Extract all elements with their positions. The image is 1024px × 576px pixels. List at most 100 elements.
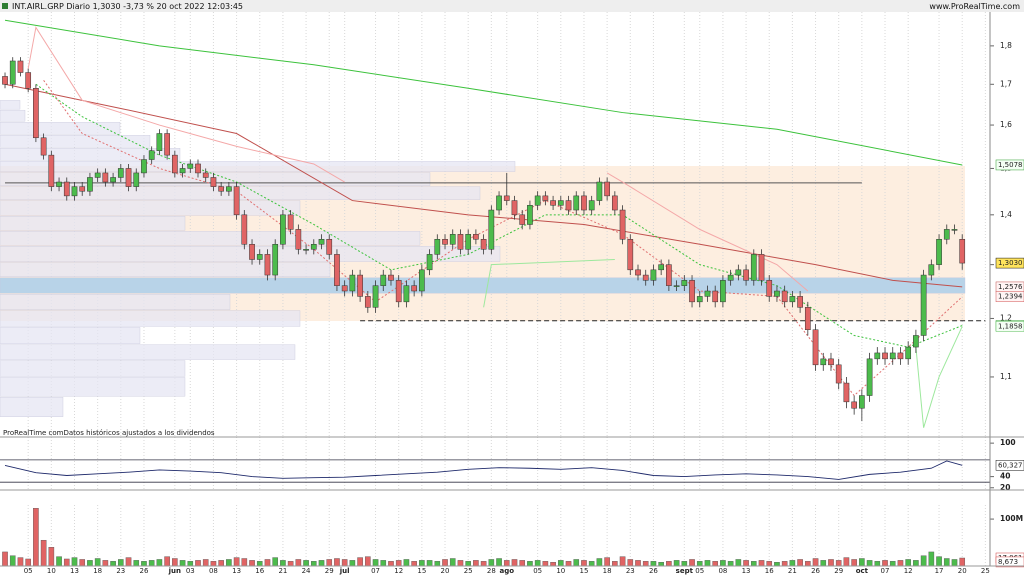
volume-bar (426, 560, 433, 567)
candle-body (542, 195, 549, 201)
volume-bar (195, 560, 201, 567)
candle-body (156, 133, 163, 151)
volume-bar (511, 559, 518, 567)
candle-body (804, 307, 811, 331)
candle-body (280, 214, 286, 245)
volume-bar (527, 561, 533, 567)
volume-bar (287, 561, 294, 567)
x-tick-label: 20 (958, 567, 967, 575)
candle-body (859, 395, 865, 409)
volume-bar (388, 561, 394, 567)
x-tick-label: 12 (904, 567, 913, 575)
volume-bar (164, 556, 170, 567)
candle-body (503, 195, 510, 201)
candle-body (843, 382, 850, 403)
candle-body (635, 269, 641, 276)
volume-profile-bar (0, 344, 296, 360)
volume-bar (920, 555, 927, 567)
candle-body (604, 181, 610, 197)
volume-bar (673, 560, 680, 567)
x-tick-label: 18 (93, 567, 102, 575)
volume-bar (604, 557, 610, 567)
x-tick-label: 10 (556, 567, 565, 575)
volume-bar (743, 560, 749, 567)
x-tick-label: 16 (255, 567, 264, 575)
price-tag-label: 60,327 (998, 461, 1023, 469)
volume-profile-bar (0, 231, 421, 246)
y-tick-label: 20 (1000, 483, 1010, 492)
candle-body (581, 195, 587, 211)
candle-body (419, 269, 425, 292)
volume-bar (689, 559, 695, 567)
volume-bar (959, 557, 966, 567)
candle-body (249, 244, 255, 260)
price-tag (995, 460, 1024, 471)
candle-body (812, 329, 819, 366)
header-site[interactable]: www.ProRealTime.com (929, 2, 1020, 11)
candle-body (720, 280, 726, 303)
candle-body (349, 274, 356, 292)
price-tag-label: 1,3030 (998, 259, 1023, 267)
candle-body (40, 137, 47, 156)
footnote: ProRealTime comDatos históricos ajustado… (3, 429, 215, 437)
volume-bar (79, 559, 86, 567)
price-tag (995, 556, 1024, 568)
volume-bar (913, 560, 919, 567)
candle-body (774, 290, 780, 297)
volume-bar (781, 561, 788, 567)
volume-profile-bar (0, 262, 331, 277)
volume-bar (372, 559, 379, 567)
volume-bar (102, 560, 109, 567)
volume-bar (534, 560, 541, 567)
volume-bar (9, 555, 16, 567)
candle-body (310, 244, 317, 250)
candle-body (264, 254, 271, 276)
price-tag-label: 1,5078 (998, 161, 1023, 169)
volume-bar (187, 561, 194, 567)
volume-bar (2, 551, 8, 567)
volume-bar (851, 559, 857, 567)
x-tick-label: 15 (580, 567, 589, 575)
x-tick-label: 29 (325, 567, 334, 575)
volume-bar (110, 561, 116, 567)
volume-bar (133, 560, 140, 567)
volume-bar (473, 560, 479, 567)
candle-body (874, 352, 881, 360)
x-tick-label: ago (499, 567, 514, 575)
volume-bar (488, 559, 495, 567)
candle-body (573, 195, 580, 211)
candle-body (588, 200, 595, 211)
x-tick-label: 12 (394, 567, 403, 575)
x-tick-label: 20 (441, 567, 450, 575)
candle-body (527, 205, 533, 225)
candle-body (689, 280, 695, 303)
candle-body (434, 239, 441, 255)
candle-body (334, 254, 340, 286)
volume-bar (411, 561, 417, 567)
y-tick-label: 40 (1000, 472, 1010, 481)
volume-bar (349, 560, 356, 567)
candle-body (959, 239, 966, 264)
volume-bar (341, 559, 348, 567)
candle-body (364, 296, 371, 308)
price-tag (995, 291, 1024, 302)
volume-bar (897, 560, 904, 567)
volume-bar (148, 560, 155, 567)
candle-body (287, 214, 294, 230)
candle-body (9, 60, 16, 85)
volume-bar (380, 560, 387, 567)
volume-bar (936, 556, 942, 567)
volume-bar (264, 559, 271, 567)
candle-body (117, 168, 124, 178)
volume-bar (820, 560, 827, 567)
volume-bar (681, 561, 688, 567)
candle-body (905, 346, 912, 360)
volume-bar (226, 559, 232, 567)
candle-body (550, 200, 556, 206)
candle-body (241, 214, 248, 245)
candle-body (936, 239, 942, 265)
candle-body (388, 274, 394, 281)
candle-body (928, 264, 935, 276)
